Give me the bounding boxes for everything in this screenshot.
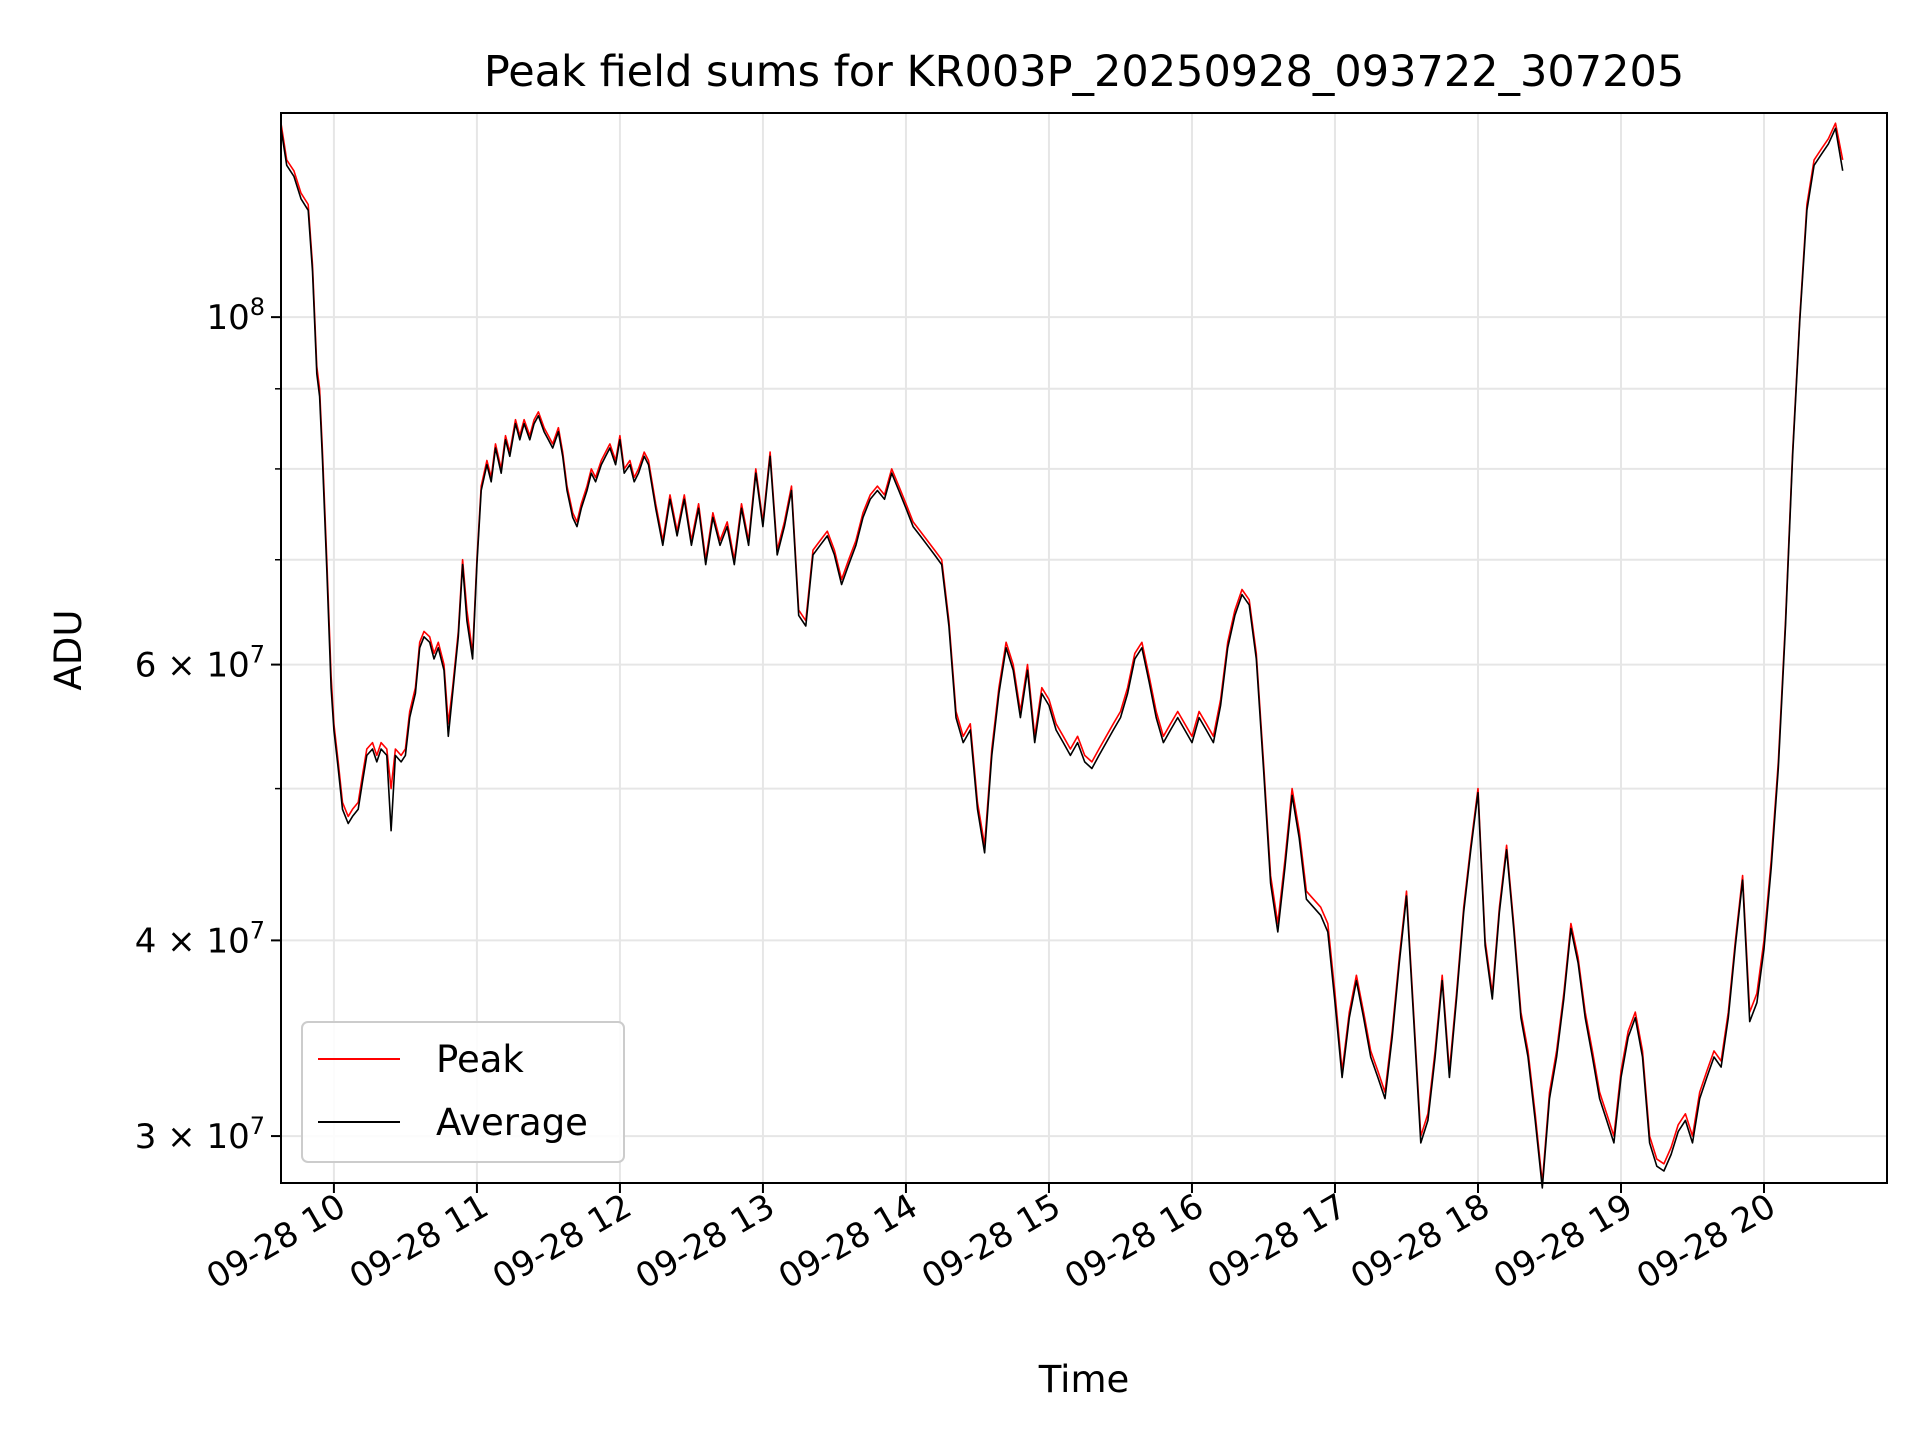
y-tick-label-1: 6 × 107 [135, 641, 265, 686]
legend-label-average: Average [436, 1101, 588, 1144]
legend-label-peak: Peak [436, 1038, 524, 1081]
grid-lines [281, 113, 1887, 1183]
plot-frame [280, 112, 1888, 1184]
series-layer [280, 122, 1844, 1189]
series-line-average [280, 127, 1844, 1189]
x-axis-label: Time [1038, 1358, 1130, 1401]
y-tick-label-3: 3 × 107 [135, 1112, 265, 1157]
chart-title: Peak field sums for KR003P_20250928_0937… [484, 47, 1684, 97]
y-tick-label-2: 4 × 107 [135, 916, 265, 961]
legend: Peak Average [301, 1021, 625, 1163]
y-axis-ticks: 108 6 × 107 4 × 107 3 × 107 [135, 293, 281, 1157]
legend-box [301, 1021, 625, 1163]
y-axis-label: ADU [47, 610, 90, 691]
y-tick-label-0: 108 [206, 293, 265, 338]
